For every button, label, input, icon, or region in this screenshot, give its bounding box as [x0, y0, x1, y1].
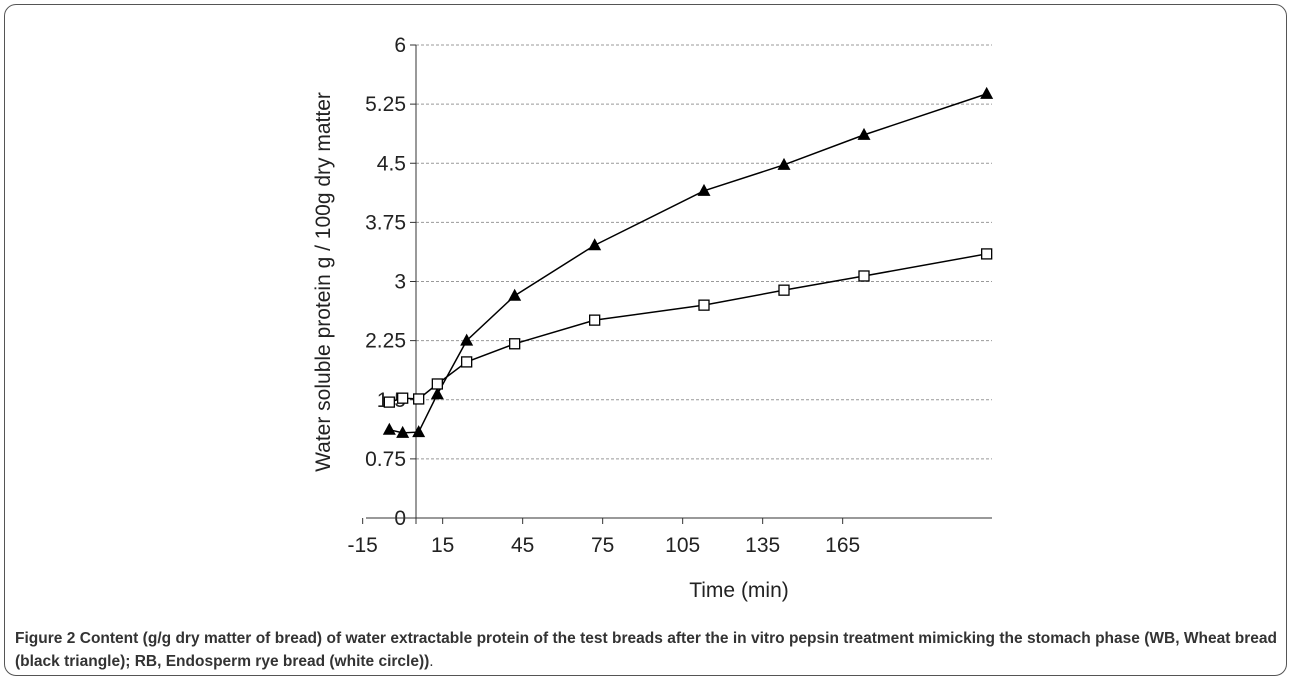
square-marker — [858, 270, 870, 282]
chart: Time (min) Water soluble protein g / 100… — [312, 34, 994, 602]
square-marker — [509, 338, 521, 350]
series-line — [389, 253, 987, 403]
square-marker — [589, 314, 601, 326]
y-tick-label: 5.25 — [365, 93, 406, 116]
y-tick-label: 4.5 — [377, 152, 406, 175]
x-tick-label: 135 — [745, 534, 780, 557]
triangle-marker — [396, 425, 410, 438]
x-tick-label: 165 — [825, 534, 860, 557]
triangle-marker — [430, 387, 444, 400]
x-tick-label: -15 — [347, 534, 377, 557]
square-marker — [431, 378, 443, 390]
triangle-marker — [460, 333, 474, 346]
triangle-marker — [382, 422, 396, 435]
y-tick-label: 3.75 — [365, 211, 406, 234]
square-marker — [698, 299, 710, 311]
triangle-marker — [697, 183, 711, 196]
triangle-marker — [588, 238, 602, 251]
triangle-marker — [508, 288, 522, 301]
x-tick-label: 105 — [665, 534, 700, 557]
y-tick-label: 3 — [394, 271, 406, 294]
series-line — [389, 93, 987, 434]
triangle-marker — [777, 157, 791, 170]
y-tick-label: 0.75 — [365, 448, 406, 471]
caption-label: Figure 2 — [15, 630, 76, 647]
square-marker — [981, 248, 993, 260]
y-axis-label: Water soluble protein g / 100g dry matte… — [312, 92, 335, 472]
x-tick-label: 75 — [591, 534, 614, 557]
x-tick-label: 15 — [431, 534, 454, 557]
square-marker — [461, 356, 473, 368]
square-marker — [383, 396, 395, 408]
square-marker — [397, 392, 409, 404]
triangle-marker — [857, 127, 871, 140]
x-axis-label: Time (min) — [689, 579, 789, 602]
figure-frame — [4, 4, 1287, 676]
triangle-marker — [980, 86, 994, 99]
caption-text: Content (g/g dry matter of bread) of wat… — [15, 630, 1278, 670]
caption: Figure 2 Content (g/g dry matter of brea… — [15, 627, 1277, 673]
square-marker — [778, 284, 790, 296]
y-tick-label: 6 — [394, 34, 406, 57]
square-marker — [413, 393, 425, 405]
caption-end: . — [429, 653, 434, 670]
triangle-marker — [412, 425, 426, 438]
x-tick-label: 45 — [511, 534, 534, 557]
y-tick-label: 2.25 — [365, 330, 406, 353]
